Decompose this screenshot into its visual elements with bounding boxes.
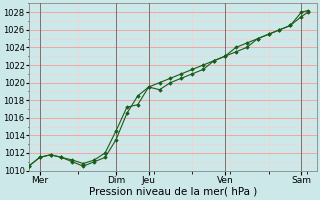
X-axis label: Pression niveau de la mer( hPa ): Pression niveau de la mer( hPa ) xyxy=(89,187,257,197)
